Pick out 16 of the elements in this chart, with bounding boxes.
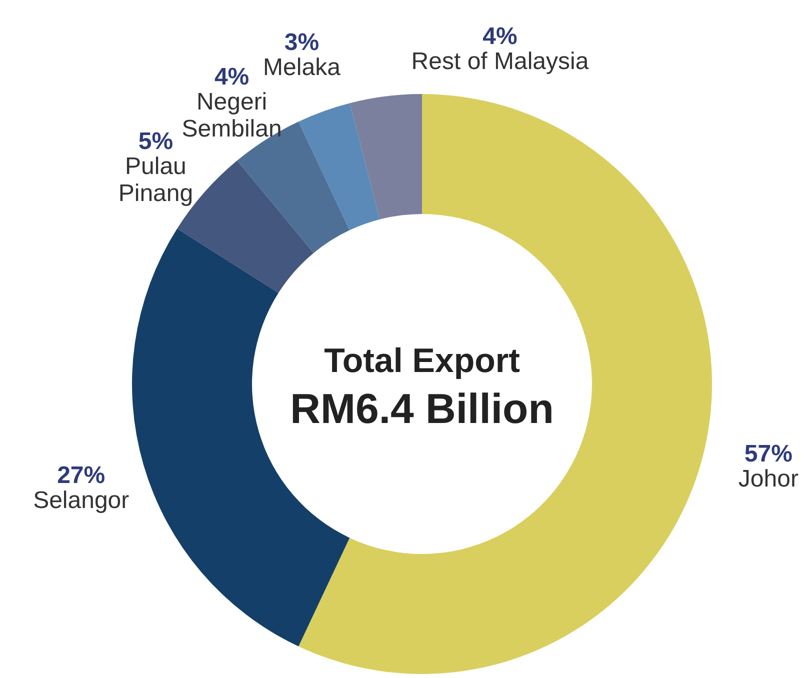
text: RM6.4 Billion — [290, 385, 554, 432]
donut-slice — [350, 94, 422, 220]
slice-label: Pulau Pinang — [118, 153, 194, 208]
donut-slice — [298, 103, 380, 230]
slice-label: Melaka — [263, 54, 342, 81]
slice-label: Johor — [738, 465, 798, 492]
slice-label: Rest of Malaysia — [411, 48, 590, 75]
data-label: 57% — [744, 440, 792, 468]
data-label: 4% — [482, 23, 518, 50]
data-label: 4% — [214, 63, 250, 90]
data-label: 3% — [284, 28, 320, 56]
data-label: 27% — [57, 462, 106, 490]
data-label: 5% — [138, 128, 174, 156]
slice-label: Negeri Sembilan — [182, 88, 282, 142]
text: Total Export — [324, 342, 520, 380]
slice-label: Selangor — [33, 487, 130, 514]
